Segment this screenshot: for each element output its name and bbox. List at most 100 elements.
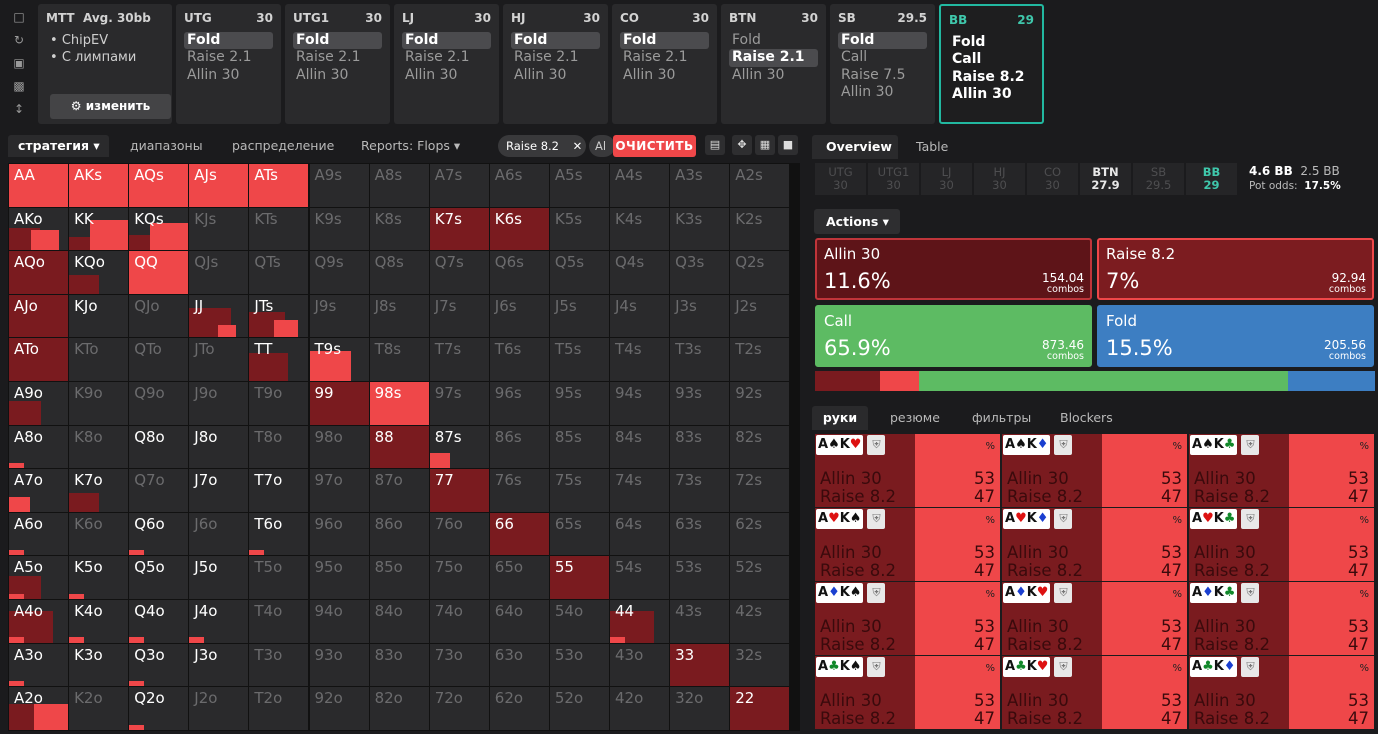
hand-cell[interactable]: 83o [369,643,429,687]
hand-cell[interactable]: A2s [730,164,790,207]
hand-cell[interactable]: K7s [429,207,489,251]
hand-cell[interactable]: K5s [549,207,609,251]
tab-strategy[interactable]: стратегия ▾ [8,135,109,157]
hand-cell[interactable]: A4s [610,164,669,207]
hand-cell[interactable]: ATs [249,164,309,207]
hand-cell[interactable]: T7s [429,338,489,381]
hand-cell[interactable]: 98o [309,425,369,469]
hand-cell[interactable]: 62s [730,512,790,556]
hand-cell[interactable]: Q8o [129,425,189,469]
hand-cell[interactable]: K7o [69,469,129,512]
hand-cell[interactable]: Q6s [489,251,549,294]
action-box-allin[interactable]: Allin 30 11.6% 154.04 combos [815,238,1092,300]
hand-cell[interactable]: 87s [429,425,489,469]
hand-cell[interactable]: 84s [610,425,669,469]
hand-cell[interactable]: Q8s [369,251,429,294]
hand-cell[interactable]: 42s [730,600,790,643]
view-split-icon[interactable]: ✥ [732,135,752,155]
hand-cell[interactable]: QTs [249,251,309,294]
action-option[interactable]: Allin 30 [623,66,676,83]
hand-cell[interactable]: 72o [429,687,489,730]
hand-cell[interactable]: 94s [610,382,669,425]
action-option[interactable]: Allin 30 [841,84,894,100]
hand-combo-cell[interactable]: A♦K♥ ⛨% Allin 30 Raise 8.2 53 47 [1002,582,1187,655]
hand-combo-cell[interactable]: A♣K♦ ⛨% Allin 30 Raise 8.2 53 47 [1189,656,1374,729]
action-option[interactable]: Allin 30 [296,66,349,83]
hand-cell[interactable]: T3s [670,338,730,381]
hand-cell[interactable]: Q9s [309,251,369,294]
action-option[interactable]: Fold [620,31,709,49]
action-option[interactable]: Raise 2.1 [296,49,361,65]
hand-cell[interactable]: 52s [730,556,790,599]
bookmark-icon[interactable]: □ [13,10,25,24]
hand-cell[interactable]: 54o [549,600,609,643]
hand-cell[interactable]: K9o [69,382,129,425]
hand-cell[interactable]: 82s [730,425,790,469]
hand-cell[interactable]: 76o [429,512,489,556]
hand-cell[interactable]: JTs [249,294,309,338]
hand-cell[interactable]: J2s [730,294,790,338]
hand-cell[interactable]: K5o [69,556,129,599]
hand-combo-cell[interactable]: A♦K♠ ⛨% Allin 30 Raise 8.2 53 47 [815,582,1000,655]
hand-cell[interactable]: 32o [670,687,730,730]
hand-cell[interactable]: K8o [69,425,129,469]
action-option[interactable]: Allin 30 [187,66,240,83]
action-option[interactable]: Raise 8.2 [952,68,1025,85]
hand-cell[interactable]: 76s [489,469,549,512]
hand-cell[interactable]: 75s [549,469,609,512]
action-option[interactable]: Raise 2.1 [729,49,818,67]
view-single-icon[interactable]: ▤ [705,135,725,155]
hand-cell[interactable]: 92o [309,687,369,730]
action-option[interactable]: Raise 2.1 [623,49,688,65]
hand-cell[interactable]: 33 [670,643,730,687]
hand-cell[interactable]: 75o [429,556,489,599]
hand-combo-cell[interactable]: A♠K♣ ⛨% Allin 30 Raise 8.2 53 47 [1189,434,1374,507]
action-option[interactable]: Call [952,51,982,67]
hand-cell[interactable]: 85s [549,425,609,469]
action-option[interactable]: Raise 2.1 [405,49,470,65]
hand-cell[interactable]: QQ [129,251,189,294]
action-option[interactable]: Raise 7.5 [841,66,906,83]
hand-combo-cell[interactable]: A♦K♣ ⛨% Allin 30 Raise 8.2 53 47 [1189,582,1374,655]
hand-cell[interactable]: TT [249,338,309,381]
hand-cell[interactable]: 85o [369,556,429,599]
hand-cell[interactable]: QJo [129,294,189,338]
hand-cell[interactable]: 65s [549,512,609,556]
hand-cell[interactable]: KQs [129,207,189,251]
hand-combo-cell[interactable]: A♠K♦ ⛨% Allin 30 Raise 8.2 53 47 [1002,434,1187,507]
hand-cell[interactable]: 65o [489,556,549,599]
hand-cell[interactable]: J8s [369,294,429,338]
action-option[interactable]: Fold [184,31,273,49]
hand-cell[interactable]: T8o [249,425,309,469]
action-option[interactable]: Fold [838,31,927,49]
hand-cell[interactable]: A4o [9,600,68,643]
hand-combo-cell[interactable]: A♠K♥ ⛨% Allin 30 Raise 8.2 53 47 [815,434,1000,507]
hand-cell[interactable]: 64o [489,600,549,643]
hand-cell[interactable]: T5s [549,338,609,381]
expand-icon[interactable]: ↕ [13,102,25,116]
hand-cell[interactable]: J7o [189,469,249,512]
hand-cell[interactable]: J4o [189,600,249,643]
hand-cell[interactable]: 86s [489,425,549,469]
hand-cell[interactable]: 53s [670,556,730,599]
hand-cell[interactable]: 99 [309,382,369,425]
hand-cell[interactable]: J3o [189,643,249,687]
hand-cell[interactable]: J3s [670,294,730,338]
hand-cell[interactable]: 66 [489,512,549,556]
hand-cell[interactable]: K3o [69,643,129,687]
hand-cell[interactable]: AQs [129,164,189,207]
hand-cell[interactable]: 43s [670,600,730,643]
hand-cell[interactable]: 97s [429,382,489,425]
hand-cell[interactable]: K2o [69,687,129,730]
hand-cell[interactable]: 87o [369,469,429,512]
hand-cell[interactable]: K4s [610,207,669,251]
action-option[interactable]: Call [841,49,868,65]
action-box-call[interactable]: Call 65.9% 873.46 combos [815,305,1092,367]
hand-cell[interactable]: 74s [610,469,669,512]
change-settings-button[interactable]: ⚙ изменить [50,94,171,119]
hand-cell[interactable]: A8s [369,164,429,207]
action-option[interactable]: Raise 2.1 [514,49,579,65]
actions-dropdown[interactable]: Actions ▾ [814,209,900,234]
hand-cell[interactable]: Q2o [129,687,189,730]
hand-cell[interactable]: AJo [9,294,68,338]
